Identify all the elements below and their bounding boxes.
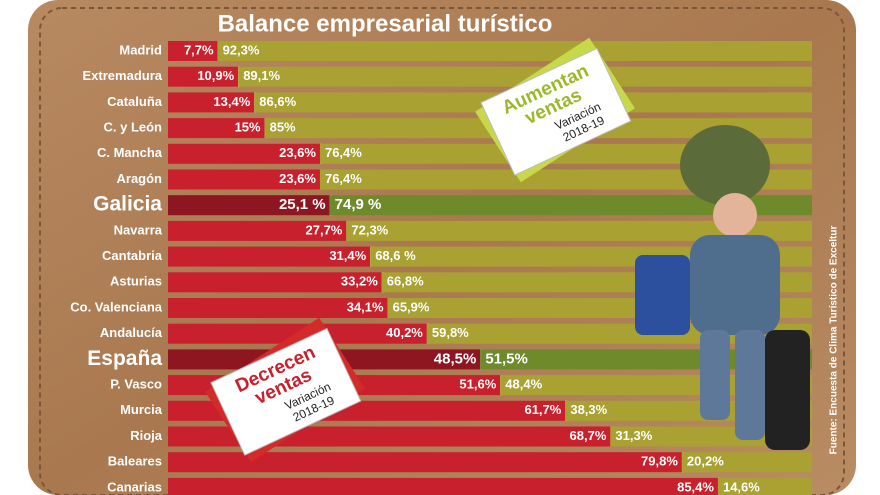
value-label: 74,9 % [335, 196, 382, 213]
value-label: 86,6% [259, 94, 296, 109]
bar-segment [168, 452, 682, 473]
value-label: 48,5% [434, 350, 477, 367]
bar-segment [329, 195, 812, 216]
sticker-card [480, 47, 632, 176]
category-label: Extremadura [83, 68, 163, 83]
chart-title: Balance empresarial turístico [218, 10, 553, 37]
bar-segment [500, 375, 812, 396]
category-label: P. Vasco [110, 377, 162, 392]
value-label: 72,3% [351, 222, 388, 237]
category-label: Baleares [108, 454, 162, 469]
bar-segment [346, 220, 812, 241]
value-label: 68,6 % [375, 248, 416, 263]
bag [635, 255, 690, 335]
category-label: Madrid [119, 42, 162, 57]
bar-segment [168, 298, 388, 318]
value-label: 85% [270, 120, 296, 135]
value-label: 15% [235, 120, 261, 135]
increase-sticker: Aumentan ventas Variación 2018-19 [475, 37, 635, 183]
bar-segment [168, 66, 239, 87]
category-label: España [87, 347, 162, 370]
value-label: 27,7% [306, 222, 343, 237]
bar-segment [168, 143, 320, 164]
value-label: 23,6% [279, 171, 316, 186]
bar-segment [168, 92, 255, 113]
value-label: 31,3% [615, 428, 652, 443]
backpack [680, 125, 770, 205]
value-label: 85,4% [677, 479, 714, 494]
value-label: 33,2% [341, 274, 378, 289]
category-label: Rioja [130, 428, 163, 443]
head [713, 193, 757, 237]
category-label: Galicia [93, 193, 162, 216]
category-label: Murcia [120, 402, 163, 417]
value-label: 89,1% [243, 68, 280, 83]
value-label: 92,3% [223, 42, 260, 57]
category-label: Co. Valenciana [70, 299, 163, 314]
category-label: Andalucía [100, 325, 163, 340]
value-label: 7,7% [184, 42, 214, 57]
bar-segment [168, 169, 320, 190]
sticker-card [210, 327, 362, 456]
source-note: Fuente: Encuesta de Clima Turístico de E… [829, 226, 840, 455]
category-label: Asturias [110, 274, 162, 289]
value-label: 40,2% [386, 325, 423, 340]
category-label: C. y León [103, 120, 162, 135]
category-label: C. Mancha [97, 145, 163, 160]
decrease-sticker: Decrecen ventas Variación 2018-19 [205, 317, 365, 463]
bar-segment [168, 118, 265, 139]
value-label: 10,9% [197, 68, 234, 83]
leg [735, 330, 765, 440]
bar-segment [168, 220, 347, 241]
value-label: 61,7% [524, 402, 561, 417]
value-label: 51,5% [485, 350, 528, 367]
category-label: Canarias [107, 479, 162, 494]
bar-segment [681, 452, 812, 473]
value-label: 31,4% [329, 248, 366, 263]
value-label: 68,7% [570, 428, 607, 443]
torso [690, 235, 780, 335]
bar-segment [168, 41, 218, 61]
bar-segment [168, 272, 382, 293]
value-label: 76,4% [325, 145, 362, 160]
value-label: 66,8% [387, 274, 424, 289]
bar-segment [168, 477, 718, 495]
value-label: 76,4% [325, 171, 362, 186]
leg [700, 330, 730, 420]
suitcase [765, 330, 810, 450]
category-label: Aragón [117, 171, 163, 186]
category-label: Cantabria [102, 248, 163, 263]
value-label: 59,8% [432, 325, 469, 340]
bar-segment [168, 195, 330, 216]
category-label: Navarra [114, 222, 163, 237]
category-label: Cataluña [107, 94, 163, 109]
value-label: 25,1 % [279, 196, 326, 213]
value-label: 14,6% [723, 479, 760, 494]
traveler-illustration [635, 125, 810, 450]
bar-segment [717, 477, 812, 495]
value-label: 23,6% [279, 145, 316, 160]
value-label: 48,4% [505, 377, 542, 392]
value-label: 13,4% [213, 94, 250, 109]
bar-segment [217, 41, 812, 61]
value-label: 34,1% [347, 299, 384, 314]
bar-segment [238, 66, 813, 87]
value-label: 65,9% [393, 299, 430, 314]
value-label: 20,2% [687, 454, 724, 469]
value-label: 79,8% [641, 454, 678, 469]
wallet-stitching [39, 7, 845, 495]
value-label: 38,3% [570, 402, 607, 417]
bar-segment [168, 246, 371, 267]
value-label: 51,6% [459, 377, 496, 392]
